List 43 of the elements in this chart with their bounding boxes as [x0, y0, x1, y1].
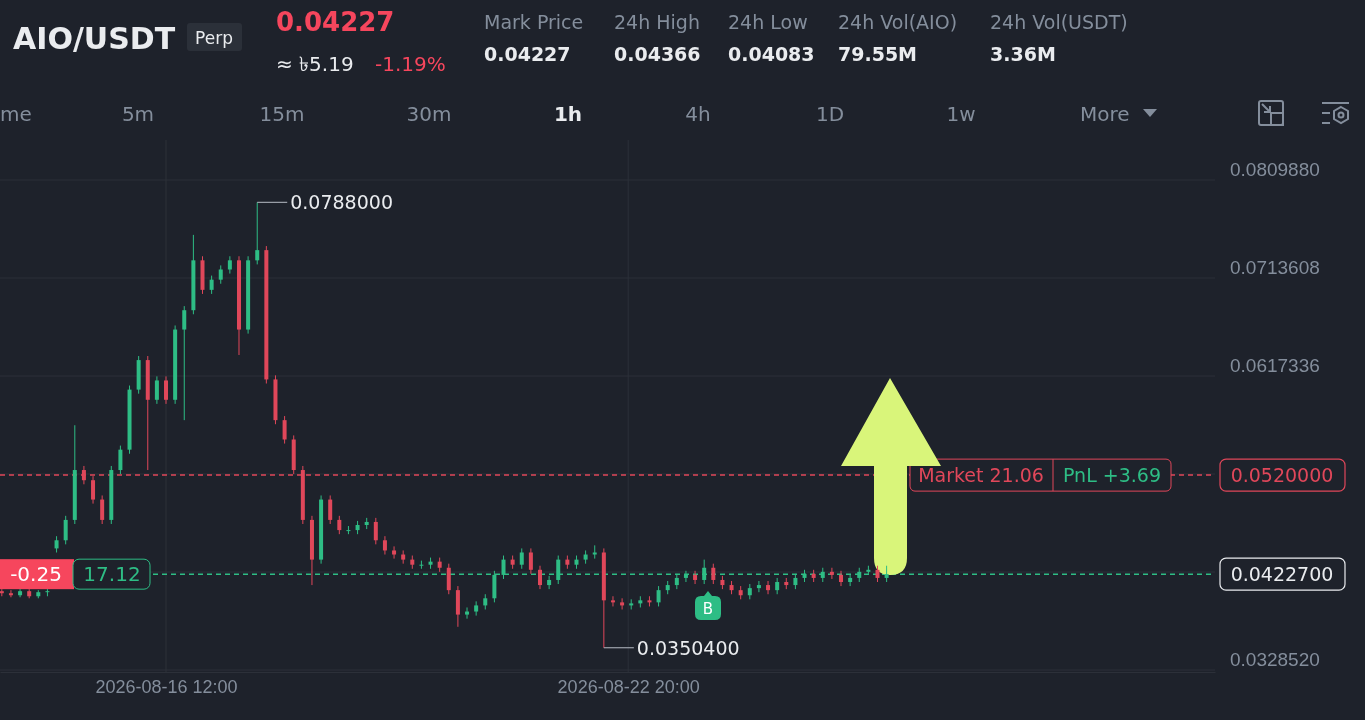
y-tick-label: 0.0713608 — [1230, 256, 1320, 278]
text: More — [1080, 102, 1130, 126]
text: 1h — [553, 102, 583, 126]
text: 15m — [259, 102, 305, 126]
text: 79.55M — [838, 43, 918, 65]
text: 1w — [946, 102, 976, 126]
text: 24h Vol(USDT) — [990, 11, 1128, 33]
text: 24h Vol(AIO) — [838, 11, 958, 33]
annotation: PnL +3.69 — [1062, 464, 1162, 487]
annotation: -0.25 — [10, 562, 62, 587]
y-tick-label: 0.0328520 — [1230, 648, 1320, 670]
text: 5m — [121, 102, 155, 126]
text: ≈ ৳5.19 — [276, 52, 354, 76]
text: 1D — [815, 102, 845, 126]
y-tick-label: 0.0809880 — [1230, 158, 1320, 180]
ref-line-label: 0.0422700 — [1230, 563, 1334, 586]
price-tag: 0.0422700 — [1219, 557, 1346, 591]
text: 0.04366 — [614, 43, 701, 65]
text: 0.04227 — [484, 43, 571, 65]
annotation: B — [702, 600, 714, 618]
text: Mark Price — [484, 11, 584, 33]
annotation: 0.0350400 — [636, 636, 740, 659]
text: 3.36M — [990, 43, 1056, 65]
x-tick-label: 2026-08-22 20:00 — [557, 676, 700, 697]
text: Perp — [195, 28, 233, 48]
y-tick-label: 0.0617336 — [1230, 354, 1320, 376]
text: 0.04227 — [276, 7, 395, 37]
text: me — [0, 102, 32, 126]
x-tick-label: 2026-08-16 12:00 — [95, 676, 238, 697]
chart-title: AIO/USDT — [13, 21, 176, 56]
annotation: Market 21.06 — [918, 464, 1044, 487]
text: 24h High — [614, 11, 700, 33]
annotation: 0.0788000 — [290, 191, 393, 214]
buy-badge-icon: B — [695, 591, 721, 620]
text: 30m — [406, 102, 452, 126]
text: 0.04083 — [728, 43, 815, 65]
text: -1.19% — [375, 52, 446, 76]
price-tag: 0.0520000 — [1219, 458, 1346, 492]
ref-line-label: 0.0520000 — [1230, 464, 1334, 487]
text: 4h — [685, 102, 711, 126]
annotation: 17.12 — [83, 562, 141, 587]
order-tag: Market 21.06 PnL +3.69 — [909, 458, 1172, 492]
text: 24h Low — [728, 11, 808, 33]
